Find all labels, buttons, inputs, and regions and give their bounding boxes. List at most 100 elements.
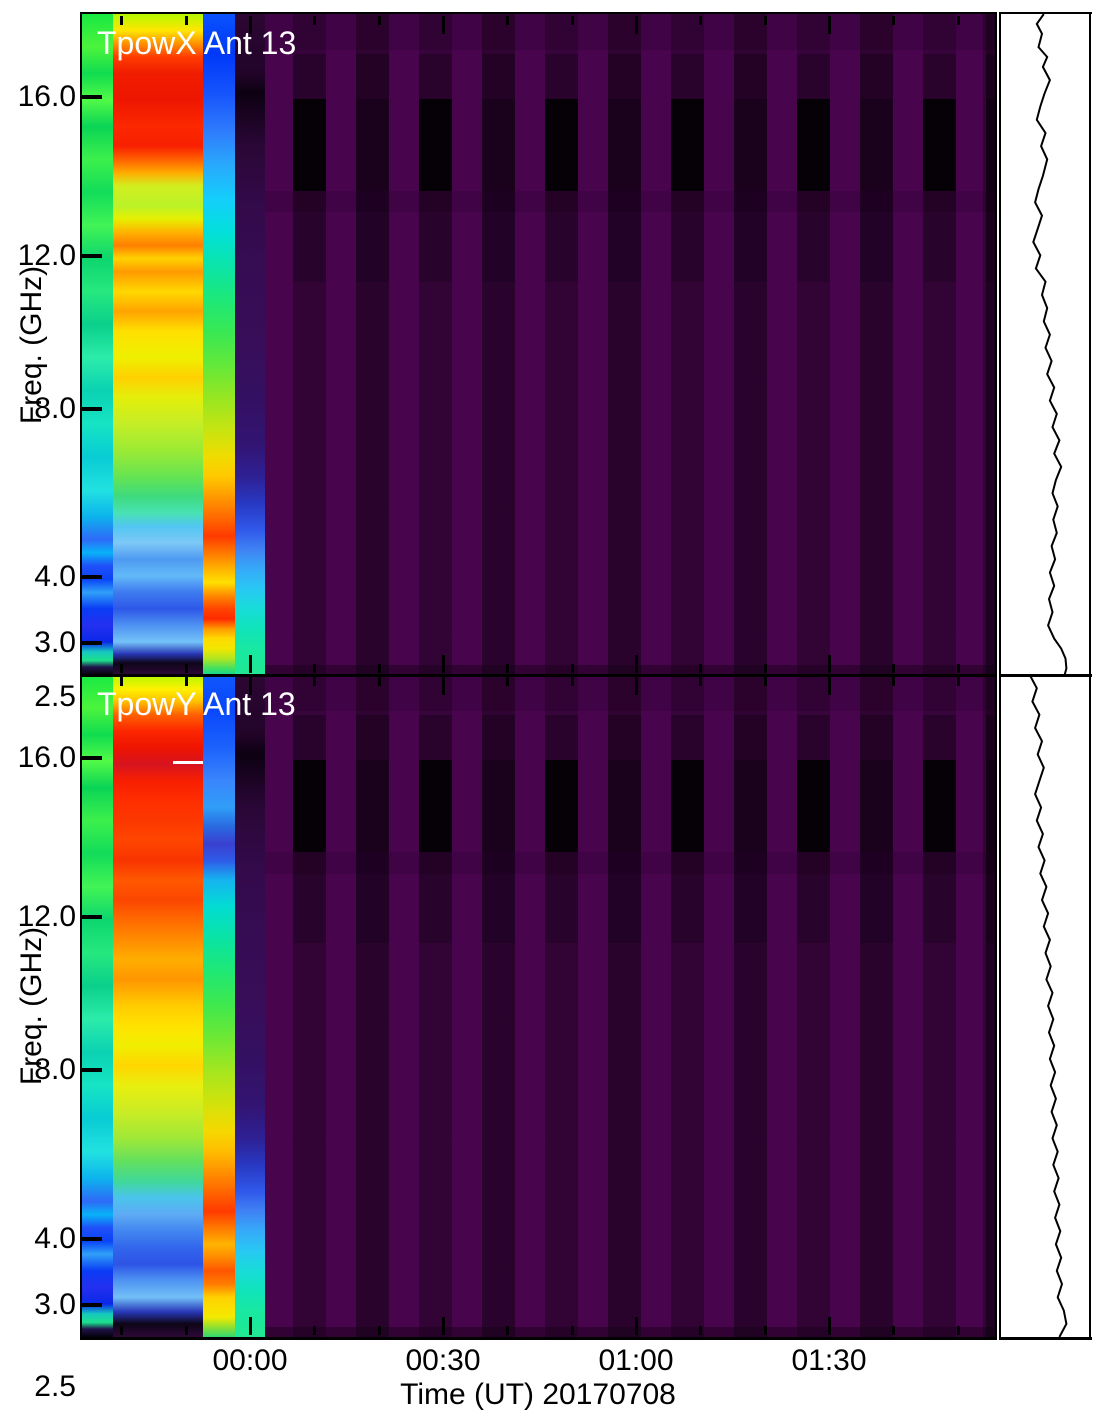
- strip-border-top: [999, 12, 1092, 14]
- time-tick-major: [635, 677, 638, 695]
- band-faint: [265, 943, 995, 1328]
- time-tick-major: [828, 1317, 831, 1335]
- band-upper-mild: [265, 53, 995, 99]
- cal-col-a: [82, 675, 113, 1337]
- time-tick-major: [635, 1317, 638, 1335]
- time-tick-major: [828, 655, 831, 673]
- time-tick-minor: [699, 1326, 703, 1335]
- time-tick-major: [249, 1317, 252, 1335]
- time-tick-minor: [313, 1326, 317, 1335]
- band-row-tint: [265, 665, 995, 675]
- time-tick-minor: [956, 677, 960, 686]
- freq-tick-major: [82, 253, 102, 258]
- freq-tick-major: [82, 406, 102, 411]
- freq-tick-major: [82, 1068, 102, 1073]
- time-tick-major: [249, 677, 252, 695]
- freq-tick-major: [82, 574, 102, 579]
- time-tick-minor: [313, 16, 317, 25]
- time-tick-major: [442, 655, 445, 673]
- freq-tick-label: 16.0: [17, 741, 76, 775]
- freq-tick-major: [82, 756, 102, 761]
- cal-col-a: [82, 14, 113, 675]
- time-tick-minor: [377, 664, 381, 673]
- band-medium-dark: [265, 852, 995, 944]
- time-tick-minor: [377, 16, 381, 25]
- freq-tick-major: [82, 641, 102, 645]
- freq-tick-label: 2.5: [34, 680, 76, 713]
- freq-axis-label-panel2: Freq. (GHz): [15, 926, 48, 1086]
- plot-border-top: [80, 12, 997, 14]
- time-tick-major: [828, 677, 831, 695]
- band-row-tint: [265, 852, 995, 874]
- time-tick-minor: [184, 677, 188, 686]
- time-tick-minor: [570, 664, 574, 673]
- time-tick-minor: [763, 1326, 767, 1335]
- divisor-curves: [1028, 14, 1068, 1337]
- freq-tick-label: 4.0: [34, 1221, 76, 1255]
- time-tick-minor: [570, 677, 574, 686]
- time-tick-minor: [184, 1326, 188, 1335]
- band-right-edge: [983, 675, 995, 1337]
- band-row-tint: [265, 191, 995, 213]
- panel2-title: TpowY Ant 13: [97, 686, 296, 722]
- cal-col-b: [113, 14, 203, 675]
- time-tick-minor: [956, 1326, 960, 1335]
- time-tick-minor: [506, 677, 510, 686]
- time-tick-minor: [184, 664, 188, 673]
- band-strong-dark-alt: [265, 98, 995, 192]
- time-tick-minor: [699, 16, 703, 25]
- freq-tick-major: [82, 915, 102, 920]
- time-tick-major: [442, 16, 445, 34]
- time-axis-title: Time (UT) 20170708: [400, 1378, 676, 1410]
- time-tick-major: [635, 16, 638, 34]
- time-tick-minor: [120, 16, 124, 25]
- time-tick-major: [828, 16, 831, 34]
- time-tick-label: 01:00: [598, 1344, 674, 1377]
- freq-tick-label: 12.0: [17, 900, 76, 934]
- time-tick-minor: [570, 1326, 574, 1335]
- time-tick-minor: [120, 677, 124, 686]
- time-tick-minor: [956, 664, 960, 673]
- time-tick-major: [249, 655, 252, 673]
- panel-divider: [80, 674, 997, 677]
- freq-tick-label: 2.5: [34, 1370, 76, 1403]
- time-tick-minor: [763, 677, 767, 686]
- time-tick-minor: [892, 1326, 896, 1335]
- time-tick-minor: [699, 677, 703, 686]
- time-tick-minor: [377, 677, 381, 686]
- time-tick-minor: [892, 16, 896, 25]
- strip-border-bottom: [999, 1337, 1092, 1340]
- time-tick-minor: [892, 664, 896, 673]
- band-medium-dark: [265, 191, 995, 282]
- time-tick-label: 01:30: [791, 1344, 867, 1377]
- divisor-curve-panel1: [1032, 14, 1068, 676]
- freq-tick-label: 8.0: [34, 391, 76, 425]
- time-tick-minor: [313, 664, 317, 673]
- saturation-dash: [173, 760, 203, 764]
- freq-tick-label: 16.0: [17, 80, 76, 114]
- freq-tick-label: 12.0: [17, 238, 76, 272]
- time-tick-major: [635, 655, 638, 673]
- band-row-tint: [265, 14, 995, 51]
- time-tick-minor: [892, 677, 896, 686]
- time-tick-major: [249, 16, 252, 34]
- divisor-curve-panel2: [1028, 674, 1068, 1337]
- band-upper-mild: [265, 714, 995, 760]
- time-tick-minor: [506, 16, 510, 25]
- time-tick-minor: [377, 1326, 381, 1335]
- band-faint: [265, 281, 995, 666]
- freq-tick-major: [82, 95, 102, 100]
- time-tick-minor: [120, 1326, 124, 1335]
- time-tick-minor: [506, 1326, 510, 1335]
- time-tick-major: [442, 677, 445, 695]
- band-row-tint: [265, 675, 995, 712]
- panel1-title: TpowX Ant 13: [97, 25, 297, 61]
- cal-col-c: [203, 14, 235, 675]
- cal-col-b: [113, 675, 203, 1337]
- time-tick-label: 00:30: [405, 1344, 481, 1377]
- freq-tick-label: 3.0: [34, 1287, 76, 1321]
- time-tick-minor: [763, 664, 767, 673]
- time-tick-minor: [699, 664, 703, 673]
- time-tick-minor: [313, 677, 317, 686]
